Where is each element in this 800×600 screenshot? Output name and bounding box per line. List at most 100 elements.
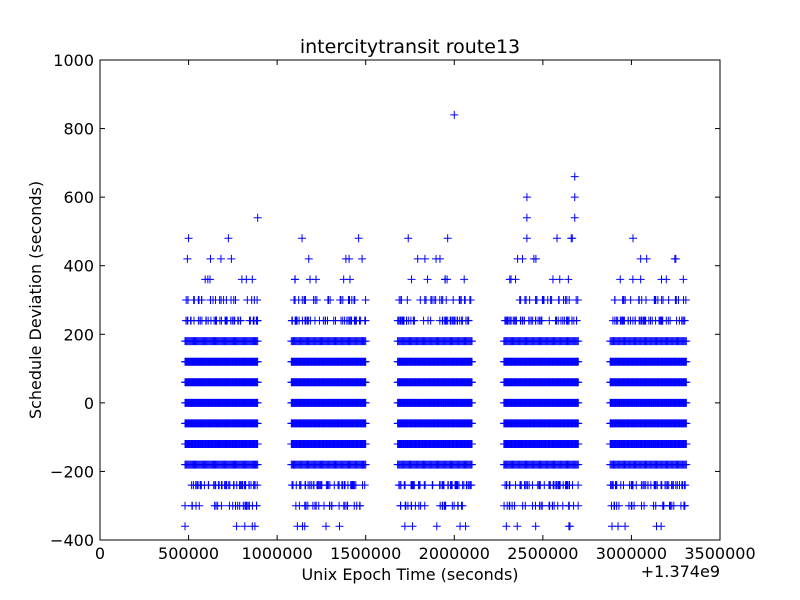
data-point xyxy=(395,296,404,304)
data-point xyxy=(325,481,334,490)
data-point xyxy=(335,522,344,531)
data-point xyxy=(456,522,465,531)
data-point xyxy=(564,275,573,284)
data-point xyxy=(507,275,516,284)
y-tick-label: 200 xyxy=(63,325,94,344)
data-point xyxy=(361,398,370,407)
data-point xyxy=(325,501,334,510)
data-point xyxy=(409,316,418,325)
data-point xyxy=(628,275,637,284)
data-point xyxy=(290,296,299,304)
data-point xyxy=(236,316,245,325)
data-point xyxy=(672,316,681,325)
data-point xyxy=(621,522,630,531)
y-tick-label: 600 xyxy=(63,188,94,207)
data-point xyxy=(224,234,233,243)
data-point xyxy=(502,522,511,531)
data-point xyxy=(201,275,210,284)
data-point xyxy=(534,316,543,325)
data-point xyxy=(522,234,531,243)
data-point xyxy=(518,501,527,510)
y-tick-label: 0 xyxy=(84,394,94,413)
data-point xyxy=(651,296,660,304)
data-point xyxy=(337,481,346,490)
data-point xyxy=(468,440,476,448)
data-point xyxy=(682,357,691,366)
data-point xyxy=(662,275,671,284)
data-point xyxy=(356,316,365,325)
data-point xyxy=(678,481,687,490)
data-point xyxy=(253,398,262,407)
data-point xyxy=(537,501,546,510)
data-point xyxy=(553,234,562,243)
data-point xyxy=(610,296,619,304)
data-point xyxy=(420,501,429,510)
data-point xyxy=(432,522,441,531)
x-tick-label: 0 xyxy=(95,544,105,563)
data-point xyxy=(500,501,509,510)
data-point xyxy=(631,316,640,325)
data-point xyxy=(574,460,583,469)
data-point xyxy=(396,501,405,510)
data-point xyxy=(443,234,452,243)
data-point xyxy=(361,440,370,448)
data-point xyxy=(657,522,666,531)
data-point xyxy=(253,378,262,387)
data-point xyxy=(529,254,538,263)
data-point xyxy=(468,398,476,407)
data-point xyxy=(522,213,531,222)
data-point xyxy=(574,378,583,387)
data-point xyxy=(618,296,627,304)
data-point xyxy=(614,501,623,510)
data-point xyxy=(352,501,361,510)
data-point xyxy=(248,522,257,531)
data-point xyxy=(298,234,307,243)
y-tick-label: 1000 xyxy=(53,51,94,70)
data-point xyxy=(400,522,409,531)
data-point xyxy=(510,501,519,510)
data-point xyxy=(443,275,452,284)
data-point xyxy=(663,481,672,490)
data-point xyxy=(361,460,370,469)
data-point xyxy=(446,316,455,325)
data-point xyxy=(574,357,583,366)
data-point xyxy=(345,316,354,325)
data-point xyxy=(503,316,512,325)
data-point xyxy=(253,357,262,366)
data-point xyxy=(435,296,444,304)
data-point xyxy=(244,481,253,490)
data-point xyxy=(682,337,691,346)
data-point xyxy=(551,316,560,325)
data-point xyxy=(361,357,370,366)
data-point xyxy=(300,296,309,304)
data-point xyxy=(407,501,416,510)
data-point xyxy=(301,316,310,325)
data-point xyxy=(408,481,417,490)
data-point xyxy=(564,522,573,531)
data-point xyxy=(408,522,417,531)
data-point xyxy=(515,481,524,490)
data-point xyxy=(619,481,628,490)
data-point xyxy=(562,481,571,490)
data-point xyxy=(453,501,462,510)
data-point xyxy=(187,501,196,510)
data-point xyxy=(669,501,678,510)
data-point xyxy=(681,296,690,304)
data-point xyxy=(531,296,540,304)
data-point xyxy=(399,316,408,325)
data-point xyxy=(617,316,626,325)
data-point xyxy=(310,316,319,325)
data-point xyxy=(539,296,548,304)
data-point xyxy=(682,440,691,448)
data-point xyxy=(211,296,220,304)
data-point xyxy=(682,460,691,469)
data-point xyxy=(531,522,540,531)
data-point xyxy=(253,440,262,448)
data-point xyxy=(304,254,313,263)
data-points xyxy=(181,110,691,531)
data-point xyxy=(659,501,668,510)
data-point xyxy=(253,481,262,490)
data-point xyxy=(224,481,233,490)
data-point xyxy=(183,254,192,263)
data-point xyxy=(679,275,688,284)
